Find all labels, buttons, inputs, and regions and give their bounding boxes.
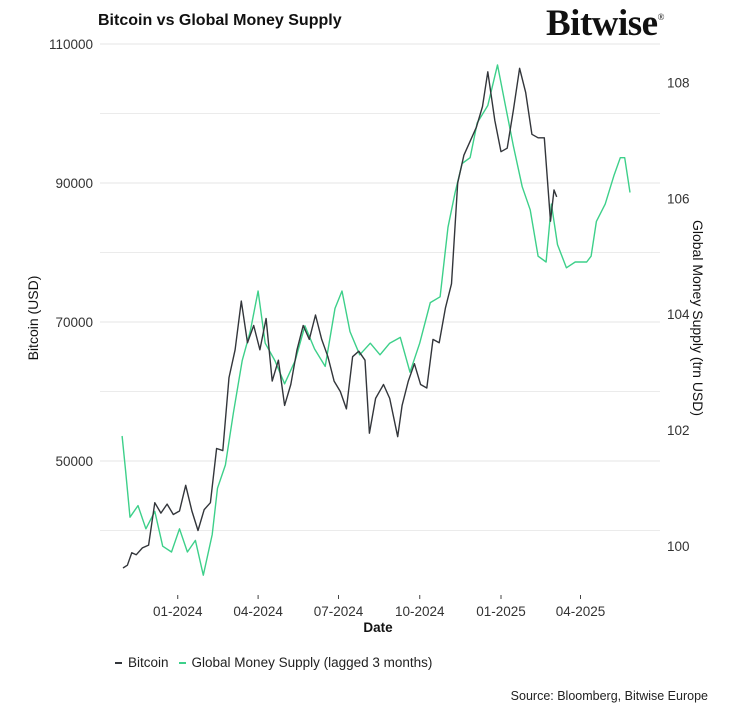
legend: Bitcoin Global Money Supply (lagged 3 mo… — [115, 655, 432, 670]
legend-swatch-money-supply — [178, 661, 186, 664]
y-right-tick-label: 100 — [667, 539, 690, 554]
y-tick-label: 90000 — [55, 176, 93, 191]
source-note: Source: Bloomberg, Bitwise Europe — [510, 689, 708, 703]
x-tick-label: 07-2024 — [314, 604, 364, 619]
y-right-tick-label: 102 — [667, 423, 690, 438]
y-axis-title: Bitcoin (USD) — [25, 276, 41, 361]
legend-label-bitcoin: Bitcoin — [128, 655, 169, 670]
series-line-bitcoin — [122, 67, 558, 569]
y-tick-label: 50000 — [55, 454, 93, 469]
series-line-money-supply — [121, 64, 631, 576]
y-tick-label: 70000 — [55, 315, 93, 330]
legend-swatch-bitcoin — [115, 661, 122, 664]
x-tick-label: 10-2024 — [395, 604, 445, 619]
y-tick-label: 110000 — [49, 37, 93, 52]
logo-text: Bitwise — [546, 3, 658, 44]
y-right-tick-label: 104 — [667, 307, 690, 322]
x-tick-label: 04-2025 — [556, 604, 606, 619]
legend-label-money-supply: Global Money Supply (lagged 3 months) — [191, 655, 433, 670]
bitwise-logo: Bitwise® — [546, 2, 664, 45]
x-axis-title: Date — [363, 620, 393, 635]
x-tick-label: 01-2025 — [476, 604, 526, 619]
y-right-tick-label: 108 — [667, 75, 690, 90]
x-tick-label: 04-2024 — [233, 604, 283, 619]
y-right-tick-label: 106 — [667, 191, 690, 206]
logo-mark: ® — [657, 12, 665, 22]
y-right-axis-title: Global Money Supply (trn USD) — [690, 220, 706, 416]
chart-title: Bitcoin vs Global Money Supply — [98, 12, 342, 29]
x-tick-label: 01-2024 — [153, 604, 203, 619]
